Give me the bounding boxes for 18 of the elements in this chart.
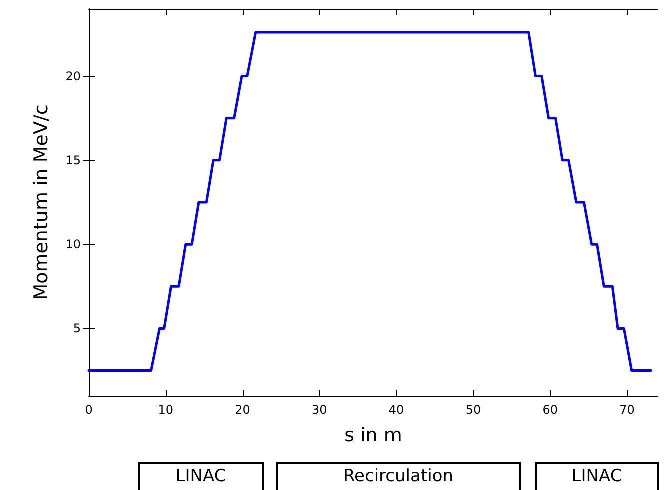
- x-tick-label: 40: [388, 403, 404, 417]
- x-tick-label: 0: [85, 403, 93, 417]
- y-tick-label: 5: [73, 322, 81, 336]
- y-tick-label: 15: [66, 153, 81, 168]
- y-tick-label: 10: [66, 238, 81, 252]
- x-axis-title: s in m: [344, 424, 402, 446]
- y-tick-label: 20: [66, 69, 81, 84]
- x-tick-label: 60: [542, 403, 558, 417]
- line-series: [88, 31, 652, 372]
- text: LINAC: [176, 466, 226, 486]
- x-tick-label: 20: [235, 403, 250, 417]
- x-tick-label: 50: [466, 403, 482, 417]
- y-axis-title: Momentum in MeV/c: [30, 104, 52, 300]
- x-tick-label: 70: [620, 403, 635, 417]
- x-tick-label: 10: [158, 403, 174, 417]
- x-tick-label: 30: [312, 403, 328, 417]
- text: Recirculation: [343, 466, 454, 486]
- text: LINAC: [572, 466, 622, 486]
